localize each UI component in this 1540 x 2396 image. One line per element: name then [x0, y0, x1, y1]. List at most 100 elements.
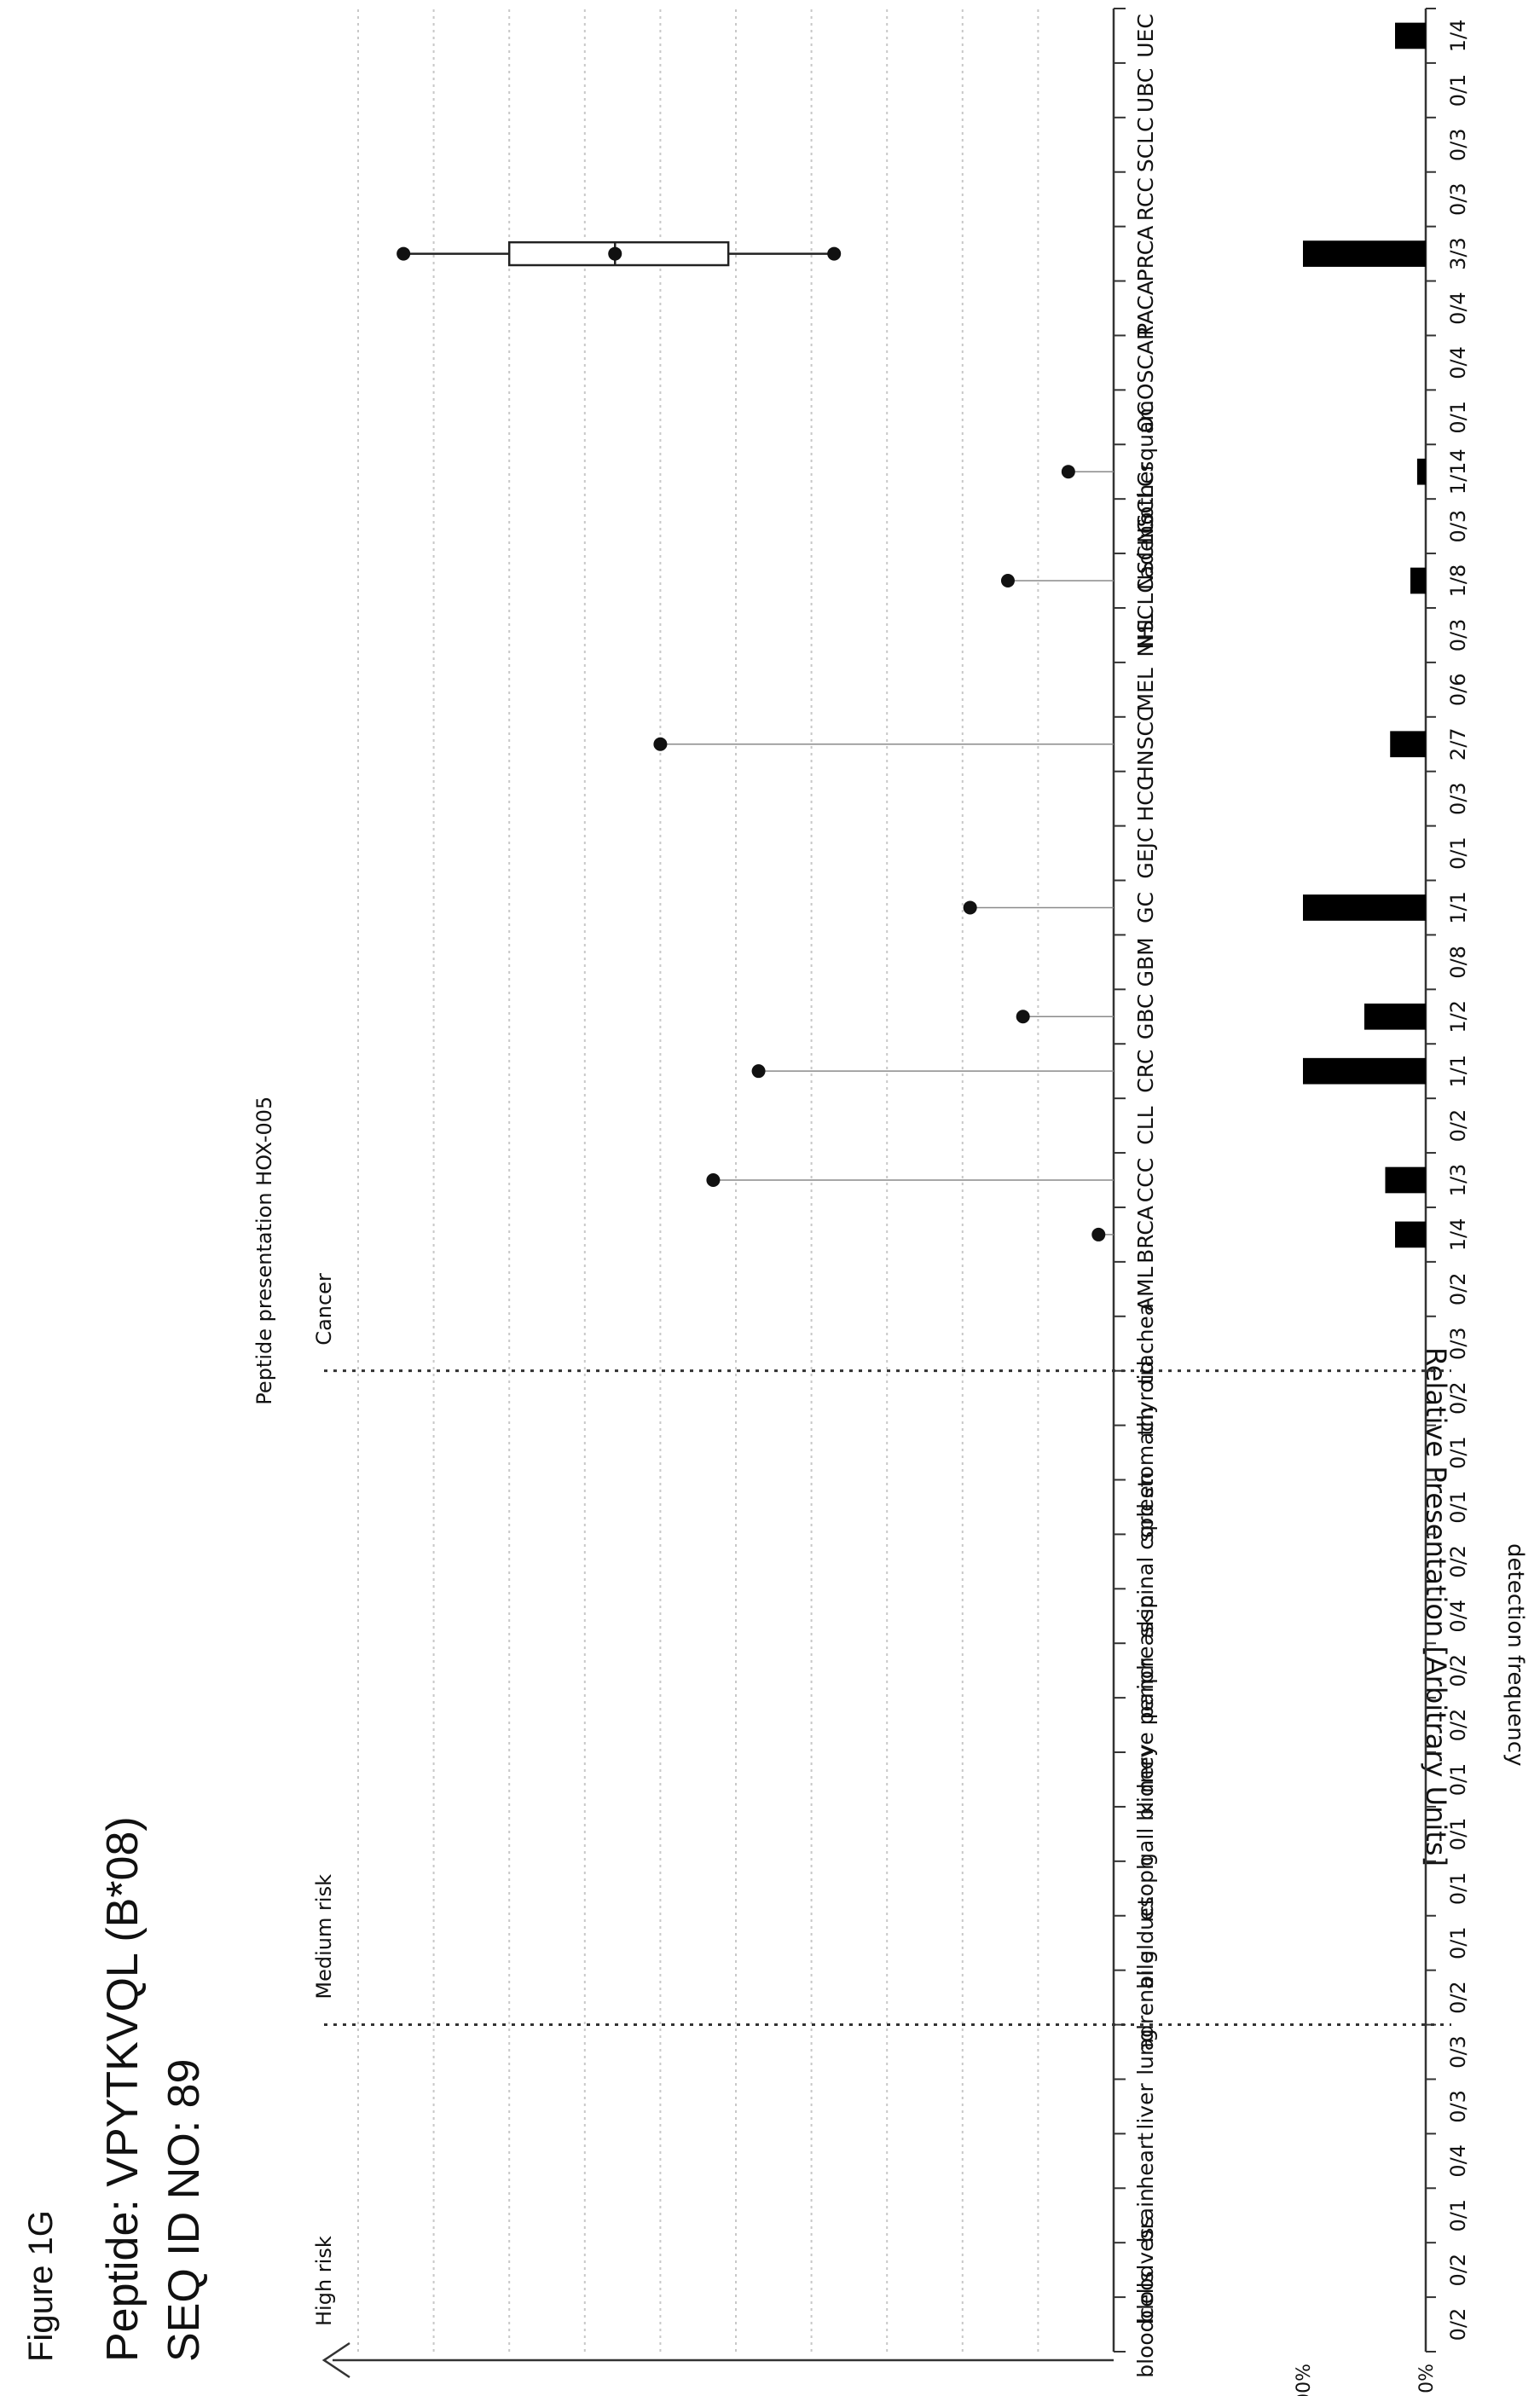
category-label: PACA [1133, 281, 1158, 336]
data-point [1091, 1227, 1106, 1241]
frequency-label: 0/4 [1446, 346, 1470, 379]
category-label: heart [1133, 2133, 1158, 2190]
frequency-label: 0/3 [1446, 510, 1470, 543]
category-label: SCLC [1133, 117, 1158, 172]
frequency-label: 0/2 [1446, 1709, 1470, 1742]
category-label: stomach [1133, 1407, 1158, 1498]
frequency-label: 0/3 [1446, 782, 1470, 815]
frequency-label: 0/1 [1446, 401, 1470, 434]
category-label: esoph [1133, 1856, 1158, 1920]
chart-title: Peptide presentation HOX-005 [252, 1097, 276, 1405]
boxplot-max-point [397, 246, 411, 261]
data-point [1061, 465, 1075, 479]
category-label: HNSCC [1133, 707, 1158, 782]
frequency-bar [1416, 458, 1427, 485]
frequency-label: 0/3 [1446, 2090, 1470, 2123]
data-points [397, 246, 1106, 1241]
frequency-bar [1303, 894, 1426, 921]
category-label: pancreas [1133, 1622, 1158, 1719]
category-label: thyroid [1133, 1360, 1158, 1435]
category-label: NSCLCsquam [1133, 400, 1158, 543]
group-label: High risk [312, 2236, 336, 2326]
frequency-label: 1/14 [1446, 449, 1470, 495]
category-label: UBC [1133, 68, 1158, 113]
category-label: OC [1133, 402, 1158, 433]
boxplot-min-point [827, 246, 842, 261]
value-axis-arrow [321, 2341, 350, 2379]
frequency-label: 0/2 [1446, 2254, 1470, 2287]
frequency-bar [1303, 240, 1426, 267]
group-label: Cancer [312, 1273, 336, 1346]
category-label: PRCA [1133, 226, 1158, 282]
category-label: spleen [1133, 1472, 1158, 1542]
category-label: RCC [1133, 177, 1158, 221]
group-label: Medium risk [312, 1874, 336, 2000]
category-label: AML [1133, 1266, 1158, 1311]
frequency-label: 0/4 [1446, 1600, 1470, 1633]
category-label: GBC [1133, 994, 1158, 1040]
frequency-bar [1395, 22, 1426, 49]
frequency-label: 0/2 [1446, 1273, 1470, 1306]
category-label: GBM [1133, 937, 1158, 987]
frequency-label: 0/2 [1446, 1981, 1470, 2014]
category-label: BRCA [1133, 1206, 1158, 1264]
frequency-label: 0/4 [1446, 292, 1470, 325]
frequency-label: 0/2 [1446, 1381, 1470, 1415]
category-label: CLL [1133, 1106, 1158, 1144]
category-label: liver [1133, 2083, 1158, 2130]
frequency-label: 0/1 [1446, 836, 1470, 870]
frequency-label: 1/4 [1446, 1218, 1470, 1252]
category-label: adrenal gl [1133, 1944, 1158, 2051]
boxplot-median-point [608, 246, 622, 261]
category-label: gall bl [1133, 1802, 1158, 1866]
frequency-label: 3/3 [1446, 237, 1470, 270]
frequency-label: 0/1 [1446, 1872, 1470, 1905]
frequency-label: 0/1 [1446, 2199, 1470, 2232]
category-label: NSCLCother [1133, 461, 1158, 590]
category-label: brain [1133, 2188, 1158, 2243]
frequency-label: 0/2 [1446, 1545, 1470, 1578]
category-label: lung [1133, 2028, 1158, 2075]
category-label: NHL [1133, 613, 1158, 657]
category-label: kidney [1133, 1744, 1158, 1815]
category-label: bile duct [1133, 1896, 1158, 1989]
frequency-label: 0/1 [1446, 1818, 1470, 1851]
point-stems [660, 471, 1114, 1236]
frequency-label: 1/8 [1446, 564, 1470, 598]
data-point [751, 1064, 766, 1079]
grid-lines [357, 9, 1039, 2352]
category-label: nerve periph [1133, 1657, 1158, 1793]
category-label: trachea [1133, 1303, 1158, 1385]
data-point [1016, 1010, 1030, 1024]
frequency-label: 0/3 [1446, 1327, 1470, 1360]
frequency-label: 2/7 [1446, 727, 1470, 761]
frequency-label: 0/8 [1446, 946, 1470, 979]
group-separators [324, 1369, 1451, 2027]
category-label: HCC [1133, 776, 1158, 822]
frequency-label: 0/1 [1446, 1436, 1470, 1469]
frequency-label: 0/3 [1446, 2035, 1470, 2069]
frequency-bar [1390, 731, 1426, 758]
frequency-label: 0/1 [1446, 1763, 1470, 1797]
frequency-label: 1/1 [1446, 891, 1470, 924]
category-label: CRC [1133, 1050, 1158, 1093]
frequency-label: 0/3 [1446, 128, 1470, 161]
category-label: UEC [1133, 14, 1158, 58]
frequency-label: 0/2 [1446, 1109, 1470, 1143]
frequency-bars [1303, 22, 1427, 1248]
frequency-label: 1/4 [1446, 20, 1470, 53]
frequency-bar [1385, 1166, 1426, 1194]
frequency-label: 0/2 [1446, 2308, 1470, 2341]
frequency-label: 1/3 [1446, 1164, 1470, 1197]
frequency-bar [1303, 1057, 1426, 1085]
frequency-label: 0/2 [1446, 1654, 1470, 1687]
frequency-bar [1395, 1221, 1426, 1248]
category-label: OSCAR [1133, 326, 1158, 400]
category-label: spinal cord [1133, 1503, 1158, 1620]
frequency-label: 0/4 [1446, 2144, 1470, 2178]
frequency-label: 0/1 [1446, 1490, 1470, 1524]
y2-tick-label: 100% [1294, 2364, 1315, 2396]
category-label: MEL [1133, 668, 1158, 711]
